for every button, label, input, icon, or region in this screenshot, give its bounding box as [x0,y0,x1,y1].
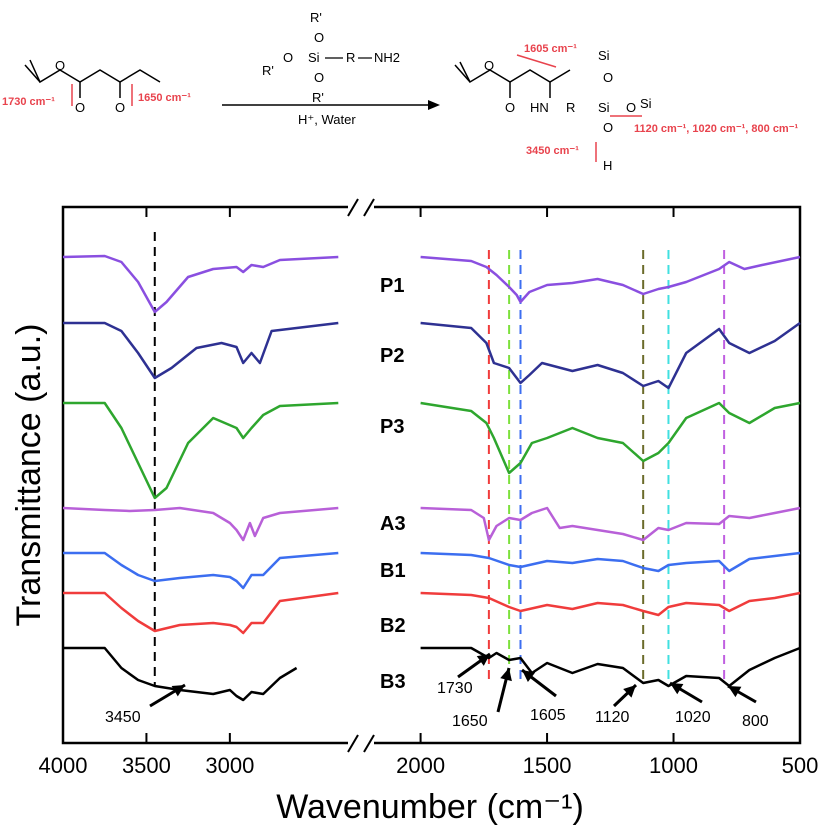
reaction-scheme: O O O 1730 cm⁻¹ 1650 cm⁻¹ R' O Si R NH2 … [2,10,799,173]
reagent-si: Si [308,50,320,65]
product-o-ester: O [484,58,494,73]
reagent-r: R [346,50,355,65]
series-line-b1-left [63,551,339,590]
series-label-p2: P2 [380,345,404,367]
peak-arrowhead-1120 [623,685,636,698]
peak-label-1730: 1730 [437,680,473,697]
x-tick-label-3000: 3000 [205,753,254,778]
plot-border [61,205,802,745]
annotation-1730-reactant: 1730 cm⁻¹ [2,96,55,108]
reagent-r-prime-bottom: R' [312,90,324,105]
reagent-o-bottom: O [314,70,324,85]
series-line-b1-right [420,551,801,573]
reactant-o-carbonyl-1: O [75,100,85,115]
series-line-p2-right [420,321,801,390]
product-si-right: Si [640,96,652,111]
reagent-r-prime-top: R' [310,10,322,25]
x-tick-label-2000: 2000 [396,753,445,778]
peak-label-1120: 1120 [595,709,630,726]
x-tick-label-500: 500 [782,753,819,778]
peak-arrowhead-1650 [500,668,512,682]
product-o-top: O [603,70,613,85]
axis-break-mark-top-1 [347,198,359,217]
series-line-b2-left [63,591,339,635]
product-skeleton [459,61,571,84]
series-line-p1-right [420,255,801,304]
reaction-condition: H⁺, Water [298,112,356,127]
x-tick-label-1000: 1000 [649,753,698,778]
series-label-b2: B2 [380,615,406,637]
plot-frame [61,198,802,753]
x-tick-label-1500: 1500 [523,753,572,778]
reactant-tbutyl-mark [24,64,41,83]
axis-break-mark-top-2 [363,198,375,217]
peak-arrowhead-3450 [171,685,185,697]
series-line-b2-right [420,591,801,617]
reaction-arrowhead [428,100,440,110]
reactant-o-carbonyl-2: O [115,100,125,115]
product-arrow-1605 [516,54,557,68]
peak-arrowhead-1605 [522,670,536,683]
reagent-r-prime-left: R' [262,63,274,78]
product-r: R [566,100,575,115]
peak-annotations: 3450 1730 1650 1605 1120 1020 800 [105,652,769,730]
annotation-3450-product: 3450 cm⁻¹ [526,145,579,157]
axis-break-mark-bottom-1 [347,734,359,753]
peak-arrowhead-1020 [670,683,684,695]
peak-arrowhead-800 [728,686,742,698]
peak-label-1020: 1020 [675,709,711,726]
series-label-p1: P1 [380,275,404,297]
series-line-a3-left [62,506,339,542]
annotation-1650-reactant: 1650 cm⁻¹ [138,92,191,104]
series-group: P1 P2 P3 A3 B1 B2 B3 [62,254,801,702]
series-label-b3: B3 [380,671,406,693]
series-line-b3-left [63,646,298,702]
y-axis-title: Transmittance (a.u.) [10,324,48,627]
peak-label-1605: 1605 [530,707,566,724]
product-si-top: Si [598,48,610,63]
reagent-nh2: NH2 [374,50,400,65]
reactant-skeleton [29,59,161,84]
reagent-o-left: O [283,50,293,65]
x-tick-label-4000: 4000 [39,753,88,778]
reactant-o-ester: O [55,58,65,73]
peak-marker-lines [153,232,726,685]
product-h: H [603,158,612,173]
x-axis-title: Wavenumber (cm⁻¹) [276,788,584,826]
series-line-b3-right [420,646,801,688]
reagent-o-top: O [314,30,324,45]
x-tick-label-3500: 3500 [122,753,171,778]
axis-break-mark-bottom-2 [363,734,375,753]
series-line-a3-right [420,506,801,542]
series-line-p2-left [63,321,339,380]
product-tbutyl-mark [454,64,471,83]
peak-arrowhead-1730 [476,654,490,666]
annotation-1605-product: 1605 cm⁻¹ [524,43,577,55]
x-axis-ticks: 4000 3500 3000 2000 1500 1000 500 [39,207,819,778]
product-o-carbonyl: O [505,100,515,115]
series-label-a3: A3 [380,513,406,535]
product-o-bottom: O [603,120,613,135]
product-o-right: O [626,100,636,115]
annotation-siloxane-product: 1120 cm⁻¹, 1020 cm⁻¹, 800 cm⁻¹ [634,123,799,135]
series-label-p3: P3 [380,416,404,438]
series-line-p3-right [420,401,801,475]
product-hn: HN [530,100,549,115]
peak-label-800: 800 [742,713,769,730]
series-label-b1: B1 [380,560,406,582]
peak-label-3450: 3450 [105,709,141,726]
series-line-p3-left [63,401,339,500]
product-si-center: Si [598,100,610,115]
peak-label-1650: 1650 [452,713,488,730]
series-line-p1-left [62,254,339,314]
